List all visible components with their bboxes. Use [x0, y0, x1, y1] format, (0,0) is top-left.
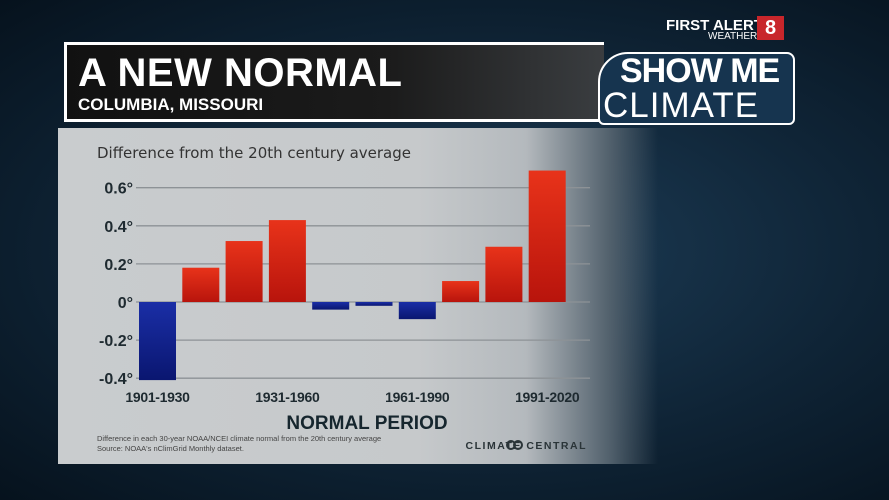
station-logo: 8 — [757, 16, 784, 40]
y-tick-label: 0.4° — [104, 219, 133, 236]
bar — [528, 170, 566, 302]
source-note: Source: NOAA's nClimGrid Monthly dataset… — [97, 444, 244, 453]
segment-logo-line1: SHOW ME — [620, 52, 780, 90]
bar — [268, 220, 306, 302]
y-tick-label: 0.2° — [104, 257, 133, 274]
station-name: FIRST ALERT — [666, 17, 763, 34]
bar — [398, 302, 436, 320]
y-tick-label: -0.2° — [99, 333, 133, 350]
title-banner: A NEW NORMAL COLUMBIA, MISSOURI — [64, 42, 604, 122]
bar — [485, 246, 523, 302]
x-tick-label: 1991-2020 — [515, 389, 580, 405]
y-tick-label: -0.4° — [99, 371, 133, 388]
segment-logo-cloud — [598, 52, 795, 125]
bar — [139, 302, 176, 381]
x-tick-label: 1931-1960 — [255, 389, 320, 405]
y-tick-label: 0° — [118, 295, 133, 312]
credit-logo: CLIMATE CENTRAL — [466, 440, 587, 452]
credit-logo-icon — [513, 440, 523, 450]
chart-title: Difference from the 20th century average — [97, 144, 411, 162]
station-weather: WEATHER — [708, 31, 758, 42]
footnote: Difference in each 30-year NOAA/NCEI cli… — [97, 434, 381, 443]
bar — [182, 267, 220, 302]
x-tick-label: 1901-1930 — [125, 389, 190, 405]
x-axis-label: NORMAL PERIOD — [286, 413, 447, 434]
bar — [355, 302, 393, 306]
y-tick-label: 0.6° — [104, 181, 133, 198]
bar — [312, 302, 350, 310]
segment-logo-line2: CLIMATE — [603, 86, 760, 125]
bar — [225, 241, 263, 302]
location-subtitle: COLUMBIA, MISSOURI — [78, 95, 264, 114]
page-title: A NEW NORMAL — [78, 51, 403, 95]
bar — [442, 281, 480, 302]
x-tick-label: 1961-1990 — [385, 389, 450, 405]
